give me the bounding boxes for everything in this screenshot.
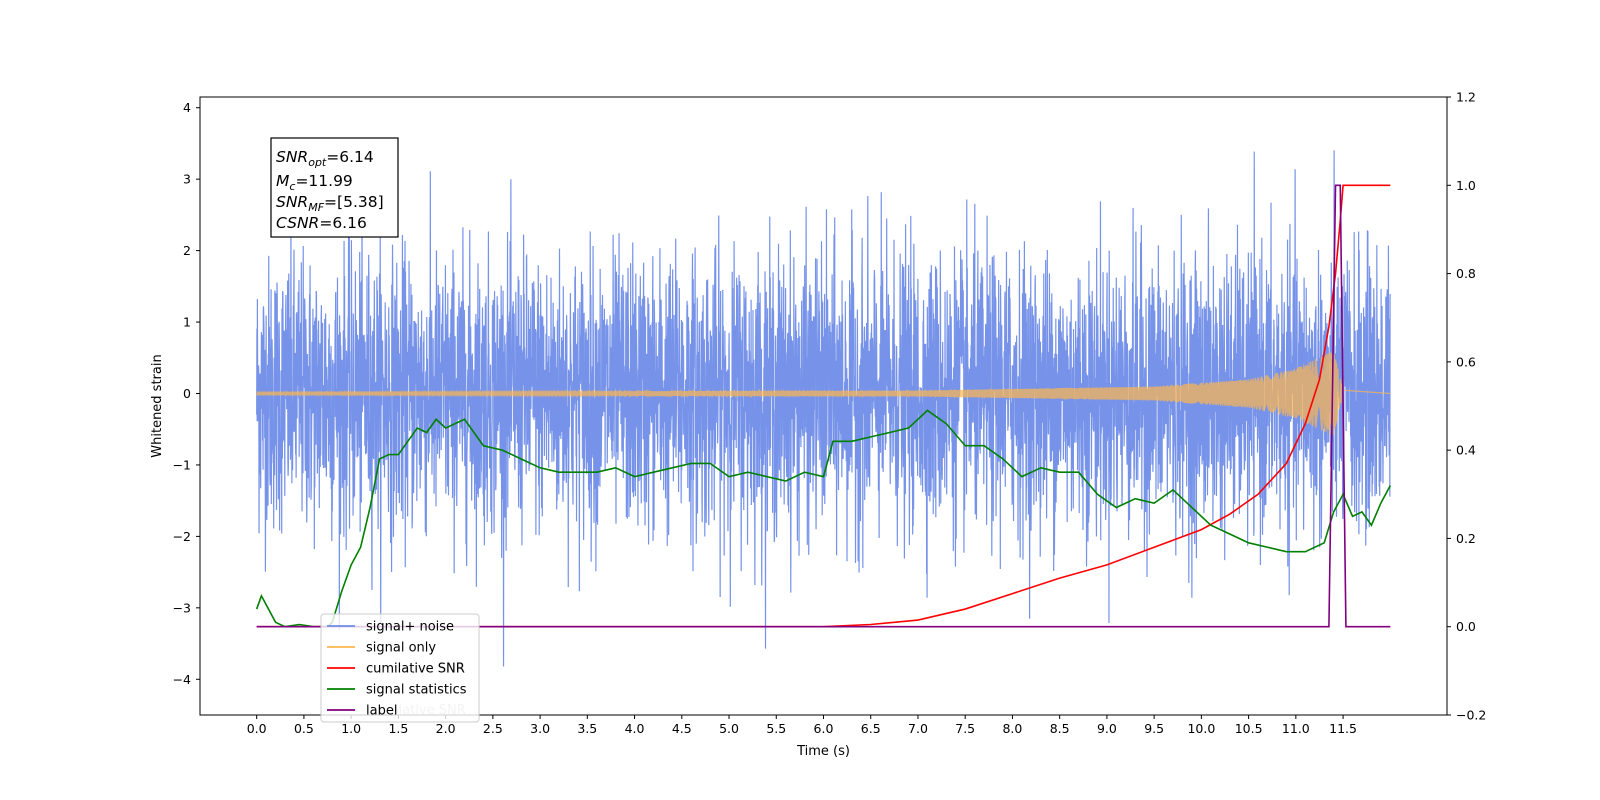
y2-tick-label: 0.0	[1456, 619, 1476, 634]
x-tick-label: 4.5	[672, 721, 692, 736]
y-tick-label: 0	[183, 386, 191, 401]
x-tick-label: 10.0	[1187, 721, 1215, 736]
y-tick-label: 1	[183, 315, 191, 330]
annotation-line-2: Mc=11.99	[276, 172, 353, 193]
x-tick-label: 7.5	[955, 721, 975, 736]
y-tick-label: −4	[173, 672, 191, 687]
y2-tick-label: −0.2	[1456, 708, 1486, 723]
series-label-line	[256, 184, 1391, 628]
x-tick-label: 5.5	[766, 721, 786, 736]
annotation-line-4: CSNR=6.16	[276, 214, 367, 232]
x-tick-label: 4.0	[625, 721, 645, 736]
x-tick-label: 3.0	[530, 721, 550, 736]
x-axis-label: Time (s)	[796, 744, 850, 759]
x-tick-label: 5.0	[719, 721, 739, 736]
annotation-line-1: SNRopt=6.14	[276, 148, 374, 169]
y-tick-label: 3	[183, 172, 191, 187]
series-signal-noise-line	[256, 150, 1391, 667]
y-tick-label: 2	[183, 243, 191, 258]
y2-tick-label: 1.2	[1456, 90, 1476, 105]
legend-frame	[320, 613, 480, 723]
x-tick-label: 2.0	[436, 721, 456, 736]
axes: 0.0 0.5 1.0 1.5 2.0 2.5 3.0 3.5 4.0 4.5 5.0 5.5 6.0 6…	[173, 90, 1487, 737]
x-tick-label: 0.0	[247, 721, 267, 736]
x-tick-label: 3.5	[577, 721, 597, 736]
y2-tick-label: 1.0	[1456, 178, 1476, 193]
x-tick-label: 8.0	[1002, 721, 1022, 736]
y2-tick-label: 0.2	[1456, 531, 1476, 546]
x-tick-label: 1.5	[388, 721, 408, 736]
y-tick-label: −2	[173, 529, 191, 544]
series-signal-only-line	[256, 350, 1391, 436]
legend-entry-label: signal only	[366, 641, 436, 656]
x-tick-label: 6.5	[861, 721, 881, 736]
series-signal-statistics-line	[255, 409, 1392, 628]
y-tick-label: −1	[173, 457, 191, 472]
x-tick-label: 7.0	[908, 721, 928, 736]
legend-entry-label: signal statistics	[366, 683, 467, 698]
annotation-frame	[270, 137, 399, 238]
x-tick-label: 9.5	[1144, 721, 1164, 736]
legend-entry-label: cumilative SNR	[366, 662, 465, 677]
y2-tick-label: 0.8	[1456, 266, 1476, 281]
y2-tick-label: 0.6	[1456, 354, 1476, 369]
x-tick-label: 11.0	[1282, 721, 1310, 736]
y2-tick-label: 0.4	[1456, 443, 1476, 458]
x-tick-label: 10.5	[1235, 721, 1263, 736]
y-tick-label: −3	[173, 600, 191, 615]
x-tick-label: 8.5	[1050, 721, 1070, 736]
legend-entry-label: label	[366, 704, 397, 719]
y-tick-label: 4	[183, 100, 191, 115]
x-tick-label: 11.5	[1329, 721, 1357, 736]
x-tick-label: 0.5	[294, 721, 314, 736]
y-axis-label: Whitened strain	[150, 354, 165, 457]
x-tick-label: 6.0	[814, 721, 834, 736]
x-tick-label: 9.0	[1097, 721, 1117, 736]
plot-area	[255, 150, 1392, 667]
annotation-line-3: SNRMF=[5.38]	[276, 193, 384, 214]
x-tick-label: 2.5	[483, 721, 503, 736]
x-tick-label: 1.0	[341, 721, 361, 736]
legend-entry-label: signal+ noise	[366, 620, 454, 635]
